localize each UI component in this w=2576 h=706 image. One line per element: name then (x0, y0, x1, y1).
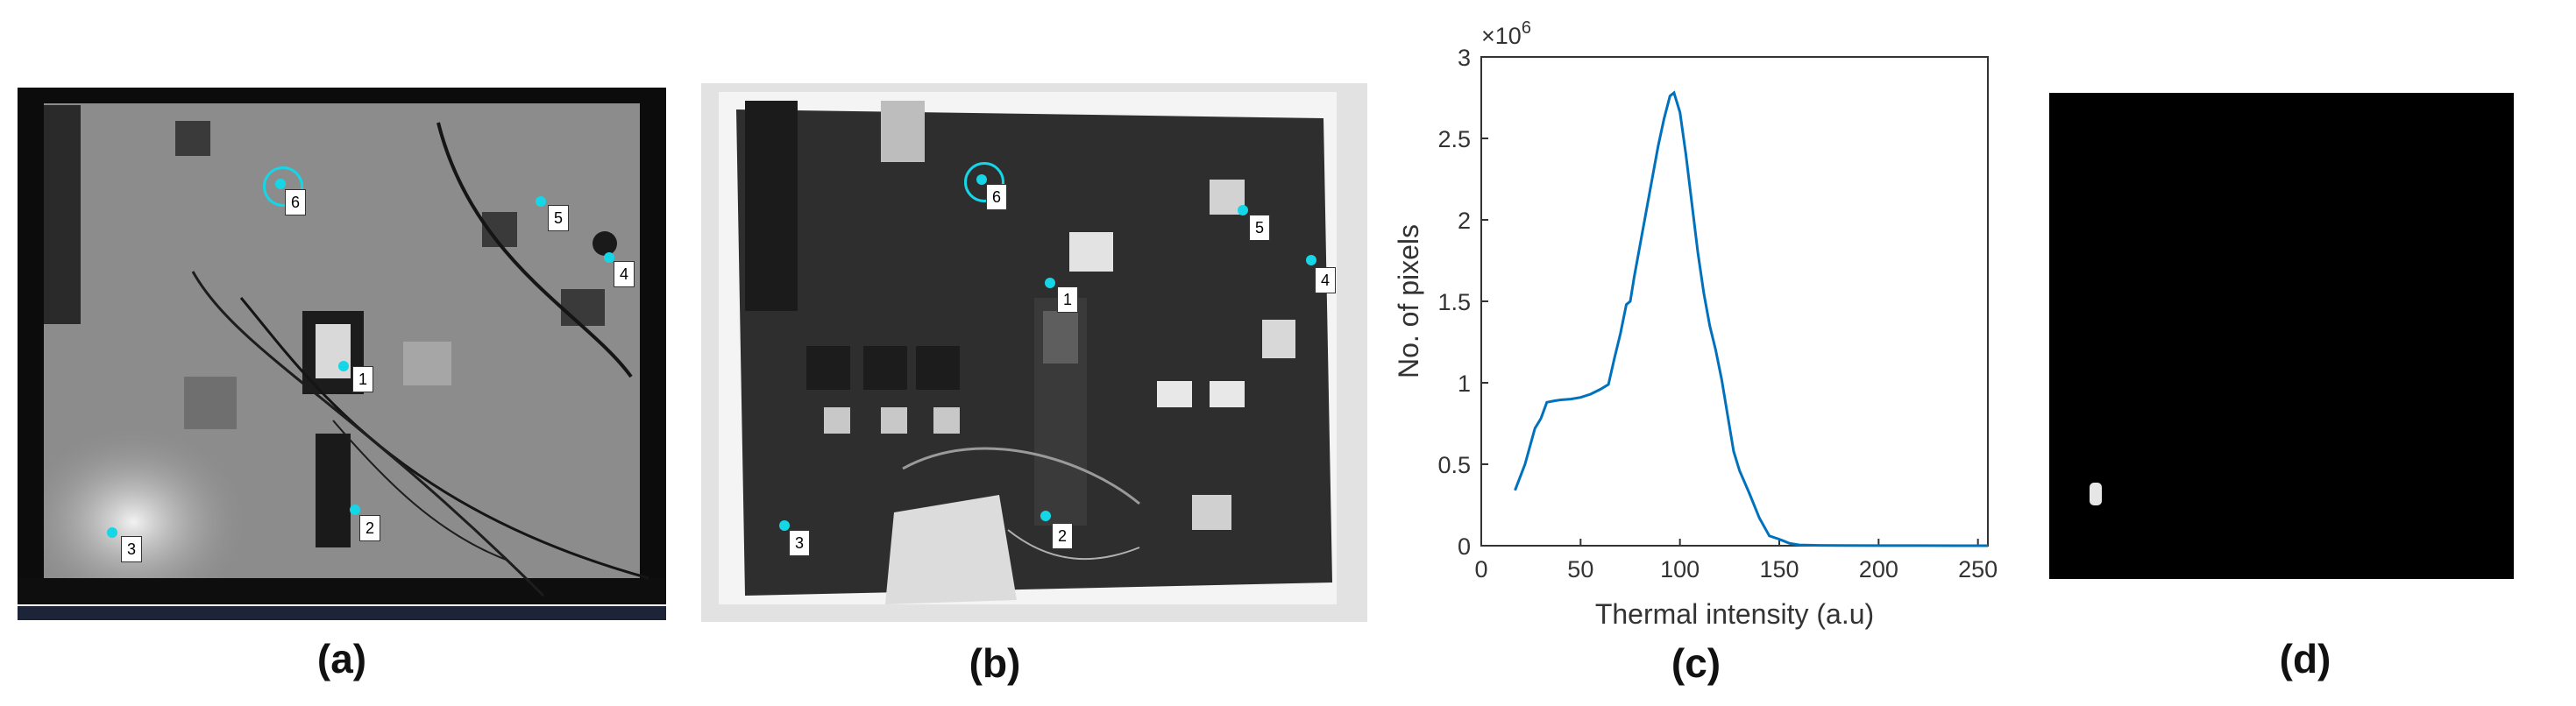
marker-dot-5 (536, 196, 546, 207)
y-tick-label: 1 (1458, 371, 1471, 397)
hotspot-blob (2090, 483, 2102, 505)
x-tick-label: 250 (1958, 556, 1998, 582)
panel-c: 0 50 100 150 200 250 0 0.5 1 1.5 2 2.5 3 ×106 Therma… (1367, 0, 2025, 702)
marker-label-2: 2 (359, 515, 380, 541)
marker-label-1: 1 (352, 366, 373, 392)
panel-d (2049, 93, 2514, 579)
marker-dot-b4 (1306, 255, 1316, 265)
chart-plot-area (1480, 56, 1989, 547)
panel-b: 1 2 3 4 5 6 (701, 83, 1367, 622)
y-tick-label: 3 (1458, 45, 1471, 71)
x-tick-label: 0 (1474, 556, 1487, 582)
marker-ring-6b (964, 162, 1004, 202)
marker-label-b4: 4 (1315, 267, 1336, 293)
marker-dot-1 (338, 361, 349, 371)
marker-label-4: 4 (614, 261, 635, 287)
pcb-photo: 1 2 3 4 5 6 (719, 92, 1337, 604)
marker-label-b2: 2 (1052, 523, 1073, 549)
marker-dot-6 (275, 179, 286, 189)
marker-label-5: 5 (548, 205, 569, 231)
x-tick-label: 150 (1759, 556, 1799, 582)
marker-dot-b5 (1238, 205, 1248, 215)
y-tick-label: 1.5 (1437, 289, 1471, 315)
y-tick-label: 2.5 (1437, 126, 1471, 152)
marker-label-6: 6 (285, 189, 306, 215)
marker-label-b3: 3 (789, 530, 810, 556)
marker-dot-b1 (1045, 278, 1055, 288)
y-tick-label: 0.5 (1437, 452, 1471, 478)
caption-c: (c) (1671, 640, 1721, 686)
marker-dot-3 (107, 527, 117, 538)
marker-label-b1: 1 (1057, 286, 1078, 313)
panel-a: 1 2 3 4 5 6 (18, 88, 666, 622)
marker-dot-b2 (1040, 511, 1051, 521)
marker-label-b5: 5 (1249, 215, 1270, 241)
x-tick-label: 100 (1660, 556, 1700, 582)
caption-b: (b) (969, 640, 1021, 686)
x-axis-label: Thermal intensity (a.u) (1595, 598, 1874, 630)
y-exponent-label: ×106 (1481, 18, 1531, 49)
marker-ring-6 (263, 166, 303, 207)
thermal-image-drawing (18, 103, 666, 604)
pcb-photo-drawing (719, 92, 1337, 604)
marker-label-b6: 6 (986, 184, 1007, 210)
y-axis-label: No. of pixels (1393, 224, 1424, 378)
y-tick-label: 2 (1458, 208, 1471, 234)
marker-dot-b3 (779, 520, 790, 531)
x-tick-label: 50 (1567, 556, 1593, 582)
y-tick-label: 0 (1458, 533, 1471, 560)
marker-dot-4 (604, 252, 614, 263)
marker-dot-2 (350, 505, 360, 515)
series-line (1514, 90, 1988, 547)
marker-label-3: 3 (121, 536, 142, 562)
marker-dot-b6 (976, 174, 987, 185)
caption-d: (d) (2279, 636, 2331, 681)
panel-a-bottom-strip (18, 606, 666, 620)
thermal-image: 1 2 3 4 5 6 (18, 88, 666, 604)
x-tick-label: 200 (1859, 556, 1898, 582)
caption-a: (a) (316, 636, 367, 681)
histogram-chart: 0 50 100 150 200 250 0 0.5 1 1.5 2 2.5 3 ×106 Therma… (1393, 18, 1998, 630)
